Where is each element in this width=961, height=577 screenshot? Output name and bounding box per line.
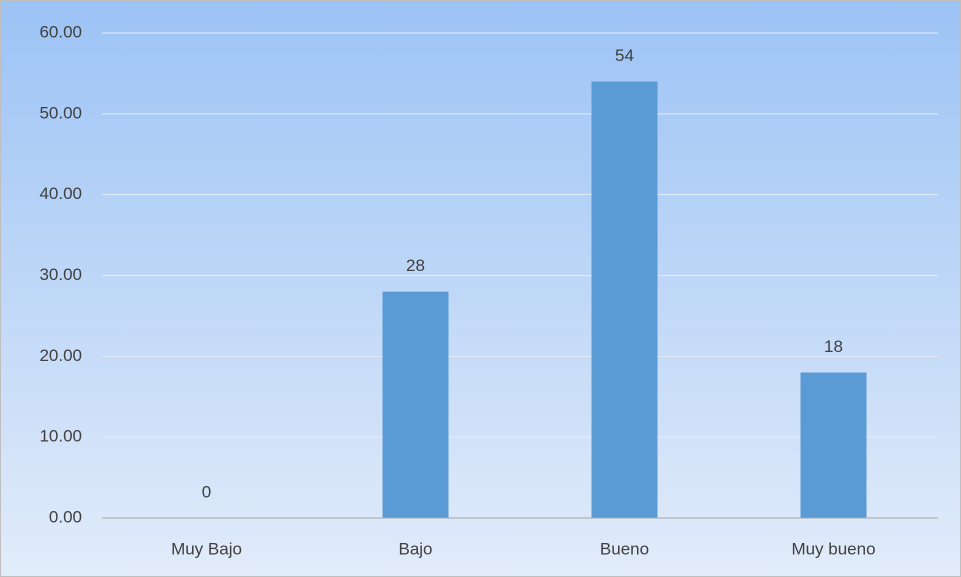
x-tick-label: Muy bueno xyxy=(791,539,875,558)
x-tick-label: Bueno xyxy=(600,539,649,558)
x-tick-label: Muy Bajo xyxy=(171,539,242,558)
bar xyxy=(382,291,449,518)
y-tick-label: 60.00 xyxy=(39,22,82,41)
y-tick-label: 10.00 xyxy=(39,427,82,446)
y-tick-label: 30.00 xyxy=(39,265,82,284)
data-label: 54 xyxy=(615,46,634,65)
bar xyxy=(800,372,867,518)
data-label: 28 xyxy=(406,256,425,275)
data-label: 18 xyxy=(824,337,843,356)
bar xyxy=(591,81,658,518)
y-tick-label: 0.00 xyxy=(49,507,82,526)
x-tick-label: Bajo xyxy=(398,539,432,558)
y-tick-label: 20.00 xyxy=(39,346,82,365)
y-tick-label: 40.00 xyxy=(39,184,82,203)
y-tick-label: 50.00 xyxy=(39,103,82,122)
data-label: 0 xyxy=(202,482,211,501)
